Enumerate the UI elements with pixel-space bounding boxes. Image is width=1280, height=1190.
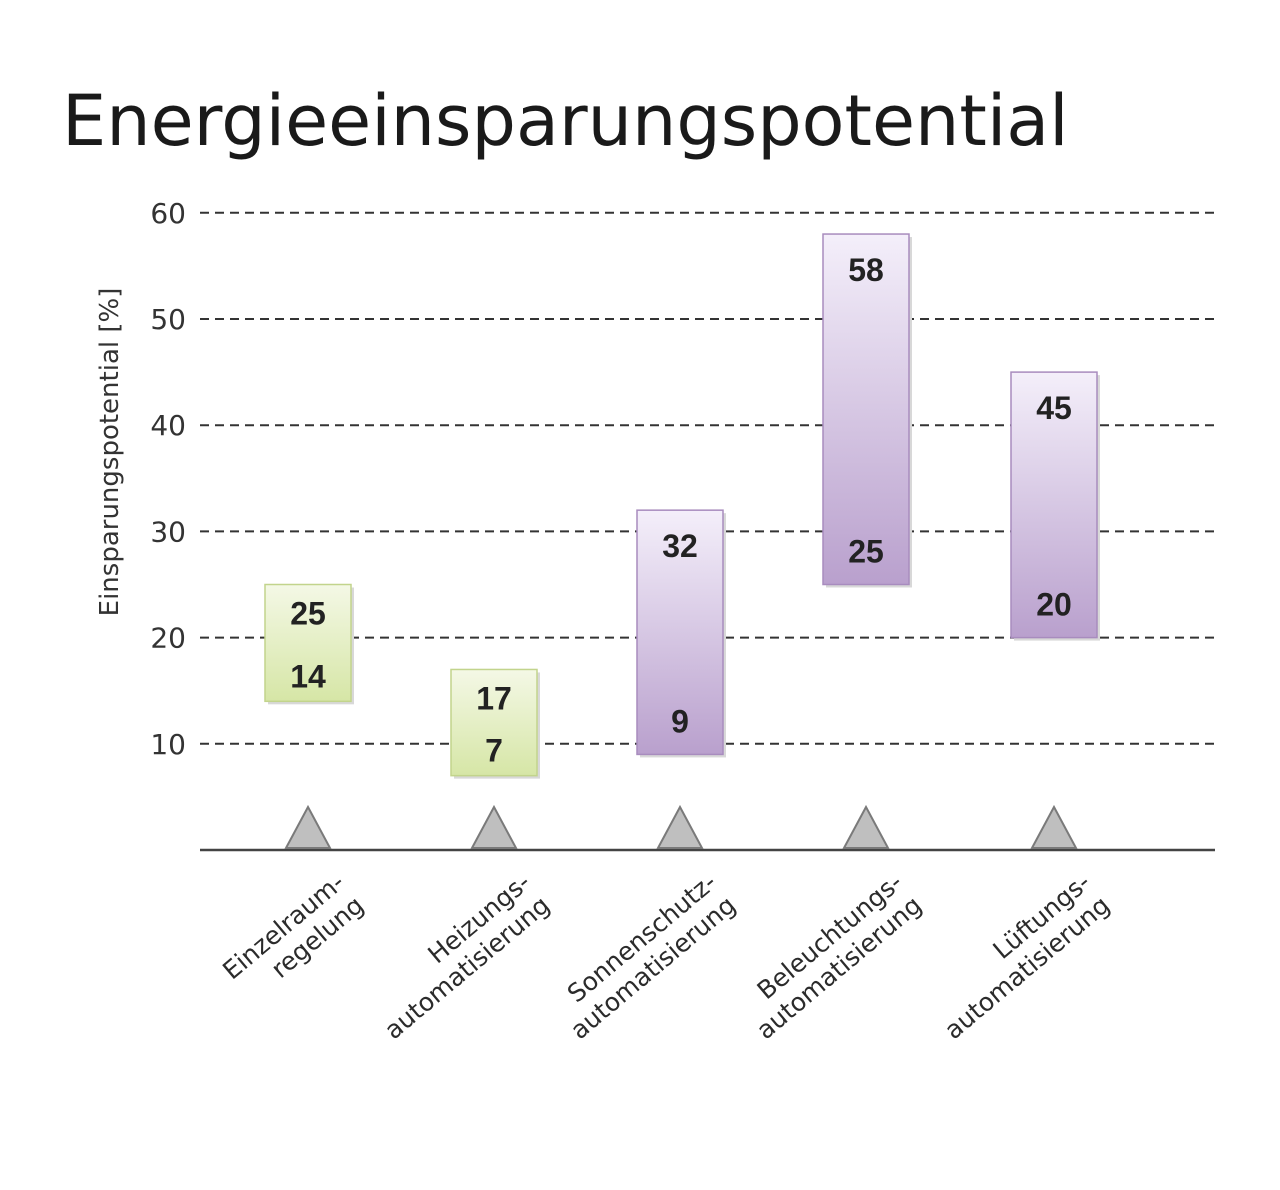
- y-tick-label: 30: [150, 515, 186, 548]
- bar-low-label: 7: [485, 733, 503, 769]
- y-tick-label: 60: [150, 197, 186, 230]
- bar-low-label: 25: [848, 534, 884, 570]
- y-axis-label: Einsparungspotential [%]: [95, 288, 125, 617]
- x-category-label: Einzelraum-regelung: [217, 867, 369, 1008]
- y-tick-label: 50: [150, 303, 186, 336]
- y-axis-ticks: 10 20 30 40 50 60: [150, 197, 186, 761]
- triangle-marker-icon: [656, 804, 704, 849]
- bar-high-label: 58: [848, 252, 884, 288]
- y-tick-label: 20: [150, 622, 186, 655]
- bar-low-label: 9: [671, 703, 689, 739]
- bar-low-label: 14: [290, 658, 326, 694]
- category-markers: [284, 804, 1078, 849]
- x-category-label: Beleuchtungs-automatisierung: [732, 867, 928, 1045]
- range-bar: [1010, 371, 1098, 639]
- x-axis-categories: Einzelraum-regelung Heizungs-automatisier…: [217, 867, 1115, 1045]
- range-bar: [636, 509, 724, 756]
- chart-title: Energieeinsparungspotential: [62, 80, 1069, 162]
- range-bar: [264, 583, 352, 703]
- range-bar: [822, 233, 910, 586]
- range-bars: 25 14 17 7 32 9 58 25 45 20: [264, 233, 1100, 779]
- bar-high-label: 32: [662, 528, 698, 564]
- triangle-marker-icon: [842, 804, 890, 849]
- x-category-label: Heizungs-automatisierung: [360, 867, 556, 1045]
- triangle-marker-icon: [284, 804, 332, 849]
- bar-high-label: 25: [290, 596, 326, 632]
- y-tick-label: 40: [150, 409, 186, 442]
- range-bar: [450, 668, 538, 777]
- triangle-marker-icon: [470, 804, 518, 849]
- bar-high-label: 17: [476, 680, 512, 716]
- x-category-label: Sonnenschutz-automatisierung: [546, 867, 742, 1045]
- bar-low-label: 20: [1036, 587, 1072, 623]
- triangle-marker-icon: [1030, 804, 1078, 849]
- y-tick-label: 10: [150, 728, 186, 761]
- x-category-label: Lüftungs-automatisierung: [920, 867, 1116, 1045]
- bar-high-label: 45: [1036, 390, 1072, 426]
